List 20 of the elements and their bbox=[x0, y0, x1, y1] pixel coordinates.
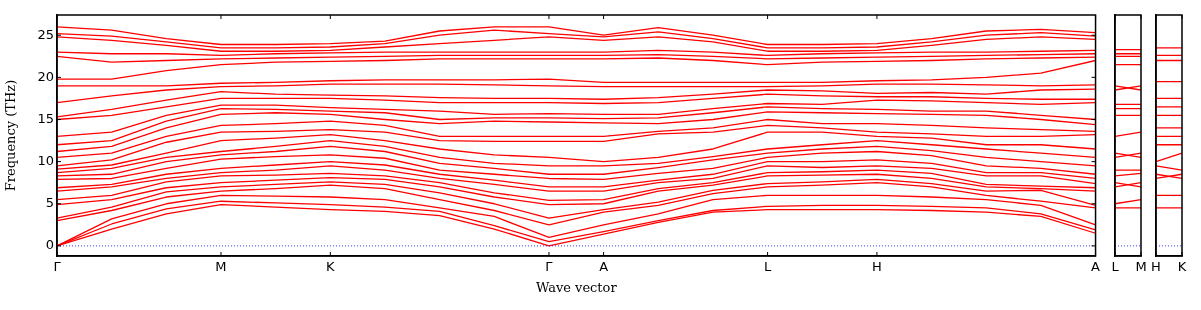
x-tick-label: M bbox=[215, 259, 227, 275]
x-tick-label: Γ bbox=[545, 259, 554, 275]
y-tick-label: 5 bbox=[45, 195, 54, 211]
y-tick-label: 15 bbox=[37, 110, 54, 126]
y-tick-label: 25 bbox=[37, 26, 54, 42]
x-tick-label: K bbox=[1177, 259, 1187, 275]
x-tick-label: H bbox=[1151, 259, 1161, 275]
y-tick-label: 20 bbox=[37, 68, 54, 84]
x-tick-label: L bbox=[763, 259, 772, 275]
x-tick-label: K bbox=[326, 259, 336, 275]
x-tick-label: A bbox=[599, 259, 609, 275]
x-tick-label: A bbox=[1091, 259, 1101, 275]
x-tick-label: H bbox=[872, 259, 882, 275]
x-tick-label: M bbox=[1135, 259, 1147, 275]
x-tick-label: L bbox=[1111, 259, 1120, 275]
y-tick-label: 10 bbox=[37, 153, 54, 168]
y-tick-label: 0 bbox=[45, 237, 54, 253]
y-axis-title: Frequency (THz) bbox=[3, 79, 19, 192]
x-axis-title: Wave vector bbox=[535, 279, 618, 295]
x-tick-label: Γ bbox=[53, 259, 62, 275]
